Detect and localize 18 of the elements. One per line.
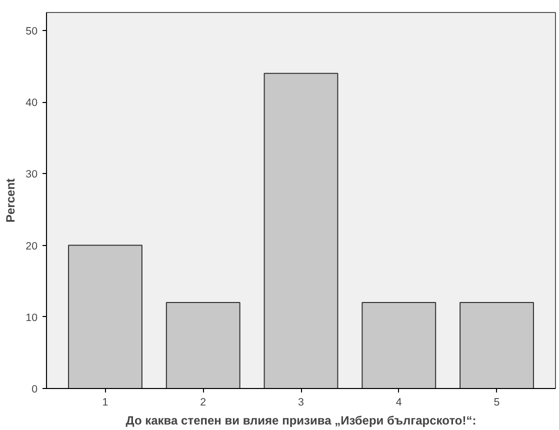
x-tick-label: 3 — [298, 396, 304, 408]
y-tick-label: 10 — [26, 312, 38, 324]
x-axis-title: До каква степен ви влияе призива „Избери българското!“: — [126, 414, 476, 428]
y-tick-label: 20 — [26, 240, 38, 252]
y-tick-label: 50 — [26, 25, 38, 38]
bar — [166, 302, 240, 388]
bar — [460, 302, 534, 388]
x-tick-label: 1 — [102, 396, 108, 408]
x-tick-label: 2 — [200, 396, 206, 408]
y-tick-label: 30 — [26, 168, 38, 181]
x-tick-label: 5 — [494, 396, 500, 408]
y-tick-label: 40 — [26, 97, 38, 110]
bar — [68, 244, 142, 388]
x-tick-label: 4 — [396, 396, 402, 408]
bar — [264, 72, 338, 388]
y-tick-label: 0 — [32, 384, 38, 396]
bar — [362, 302, 436, 388]
y-axis-title: Percent — [4, 178, 18, 223]
